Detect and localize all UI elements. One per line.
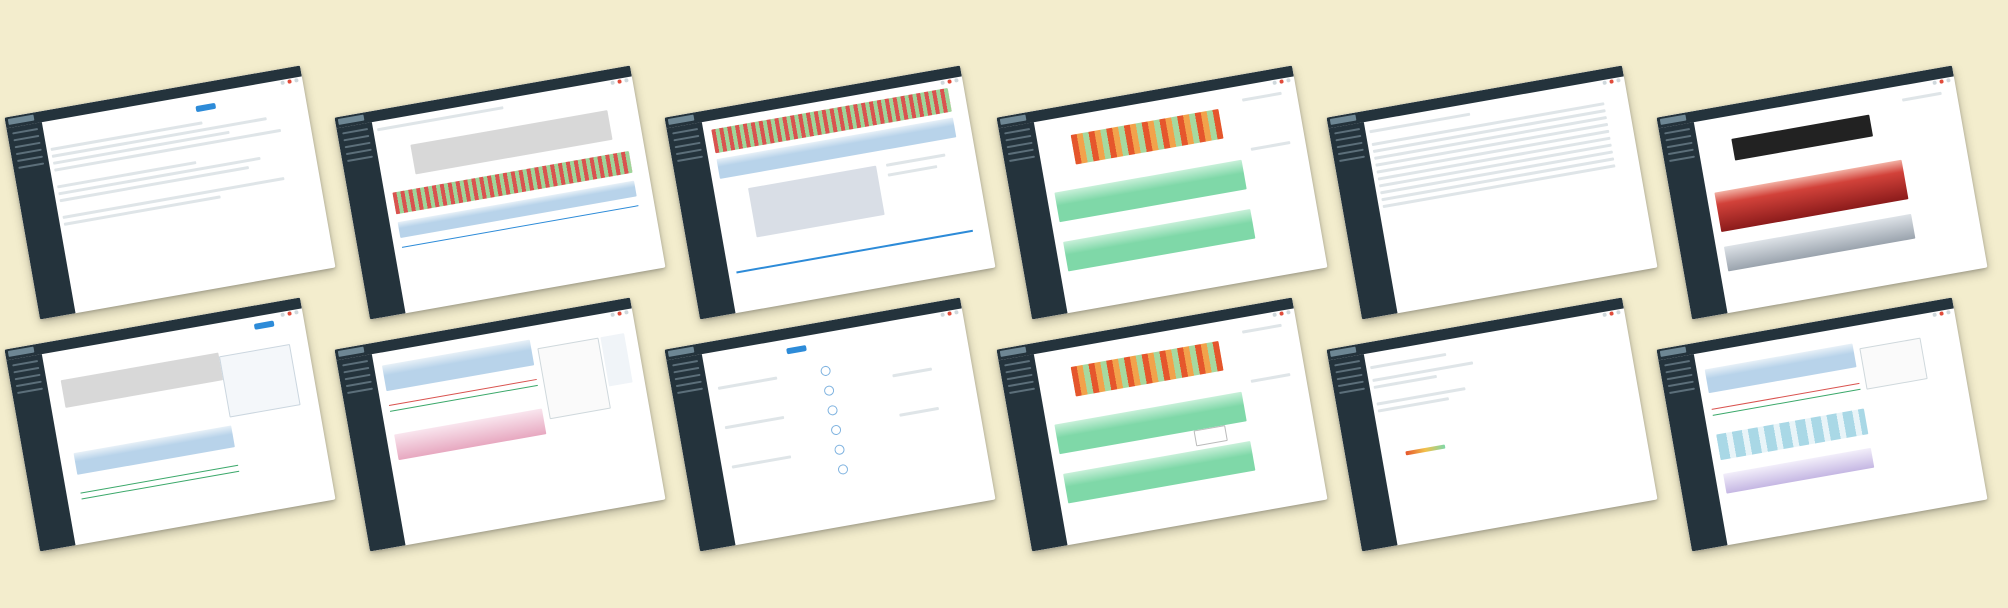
content-area bbox=[376, 80, 661, 309]
status-circle bbox=[830, 424, 842, 436]
content-area bbox=[706, 312, 991, 541]
primary-button[interactable] bbox=[195, 102, 217, 113]
pink-spike-chart bbox=[394, 408, 547, 461]
gray-bar-chart bbox=[60, 352, 224, 408]
primary-button[interactable] bbox=[786, 344, 807, 355]
screenshot-summary-with-popup[interactable] bbox=[4, 297, 336, 552]
green-histogram-bottom bbox=[1063, 440, 1256, 504]
screenshot-table-list-view[interactable] bbox=[1326, 65, 1658, 320]
content-area bbox=[1038, 312, 1323, 541]
screenshot-summary-dashboard[interactable] bbox=[4, 65, 336, 320]
content-area bbox=[1038, 80, 1323, 309]
screenshot-list-with-status-circles[interactable] bbox=[664, 297, 996, 552]
heat-tiles bbox=[1070, 340, 1224, 397]
green-histogram-top bbox=[1054, 391, 1247, 455]
screenshot-green-histogram-with-tooltip[interactable] bbox=[996, 297, 1328, 552]
content-area bbox=[1368, 80, 1653, 309]
screenshot-overlaid-series-charts[interactable] bbox=[1656, 297, 1988, 552]
status-circle bbox=[837, 463, 849, 476]
color-legend bbox=[1405, 444, 1446, 456]
heat-tiles bbox=[1070, 108, 1224, 165]
screenshot-metrics-timeline[interactable] bbox=[334, 65, 666, 320]
status-circle bbox=[819, 365, 832, 377]
black-tiles bbox=[1731, 114, 1874, 161]
content-area bbox=[1698, 312, 1983, 541]
screenshot-multi-series-charts[interactable] bbox=[334, 297, 666, 552]
blue-area-chart bbox=[1704, 343, 1857, 394]
screenshot-red-histogram-dashboard[interactable] bbox=[1656, 65, 1988, 320]
status-circle bbox=[823, 384, 835, 397]
screenshot-green-histogram-dashboard[interactable] bbox=[996, 65, 1328, 320]
primary-button[interactable] bbox=[253, 320, 275, 330]
green-histogram-top bbox=[1054, 159, 1247, 223]
screenshot-heatmap-overview[interactable] bbox=[664, 65, 996, 320]
content-area bbox=[1698, 80, 1983, 309]
popup-panel[interactable] bbox=[537, 337, 611, 420]
blue-area-chart bbox=[73, 425, 235, 475]
content-area bbox=[1368, 312, 1653, 541]
popup-panel[interactable] bbox=[218, 343, 301, 418]
status-circle bbox=[826, 404, 839, 417]
content-area bbox=[46, 80, 331, 309]
content-area bbox=[706, 80, 991, 309]
screenshot-blank-document-view[interactable] bbox=[1326, 297, 1658, 552]
content-area bbox=[46, 312, 331, 541]
green-histogram-bottom bbox=[1063, 208, 1256, 272]
content-area bbox=[376, 312, 661, 541]
gray-wave-panel bbox=[748, 165, 885, 238]
status-circle bbox=[833, 443, 846, 456]
popup-panel[interactable] bbox=[1859, 337, 1928, 390]
